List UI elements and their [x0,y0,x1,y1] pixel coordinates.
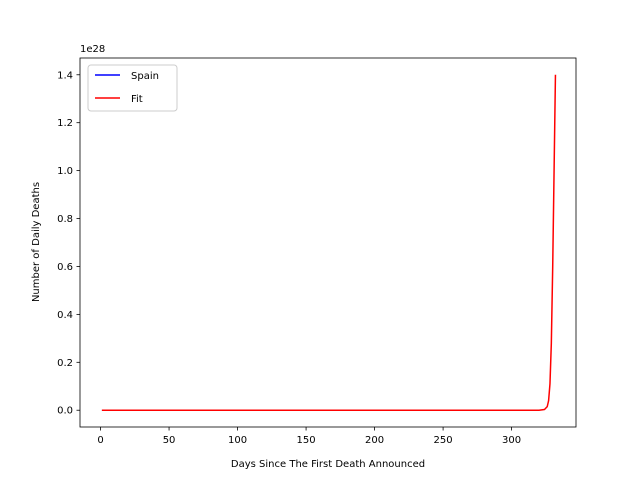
y-tick-label: 0.6 [57,262,73,273]
x-tick-label: 200 [365,435,384,446]
y-tick-label: 0.0 [57,406,73,417]
x-tick-label: 100 [228,435,247,446]
y-tick-label: 1.4 [57,70,73,81]
x-tick-label: 300 [502,435,521,446]
plot-frame [79,57,577,428]
series-lines [101,74,557,411]
y-tick-label: 1.0 [57,166,73,177]
legend-label-fit: Fit [131,94,143,105]
y-axis-ticks: 0.0 0.2 0.4 0.6 0.8 1.0 1.2 1.4 [57,70,80,417]
x-tick-label: 50 [163,435,176,446]
y-tick-label: 0.2 [57,358,73,369]
x-tick-label: 150 [297,435,316,446]
x-tick-label: 250 [434,435,453,446]
legend: Spain Fit [87,64,178,112]
x-axis-ticks: 0 50 100 150 200 250 300 [97,427,521,446]
y-tick-label: 1.2 [57,118,73,129]
y-tick-label: 0.4 [57,310,73,321]
legend-label-spain: Spain [131,71,159,82]
y-tick-label: 0.8 [57,214,73,225]
legend-box [87,64,178,112]
x-axis-label: Days Since The First Death Announced [231,459,425,470]
y-axis-label: Number of Daily Deaths [31,182,42,302]
x-tick-label: 0 [97,435,103,446]
y-offset-label: 1e28 [80,44,105,55]
series-line-fit [101,74,557,411]
